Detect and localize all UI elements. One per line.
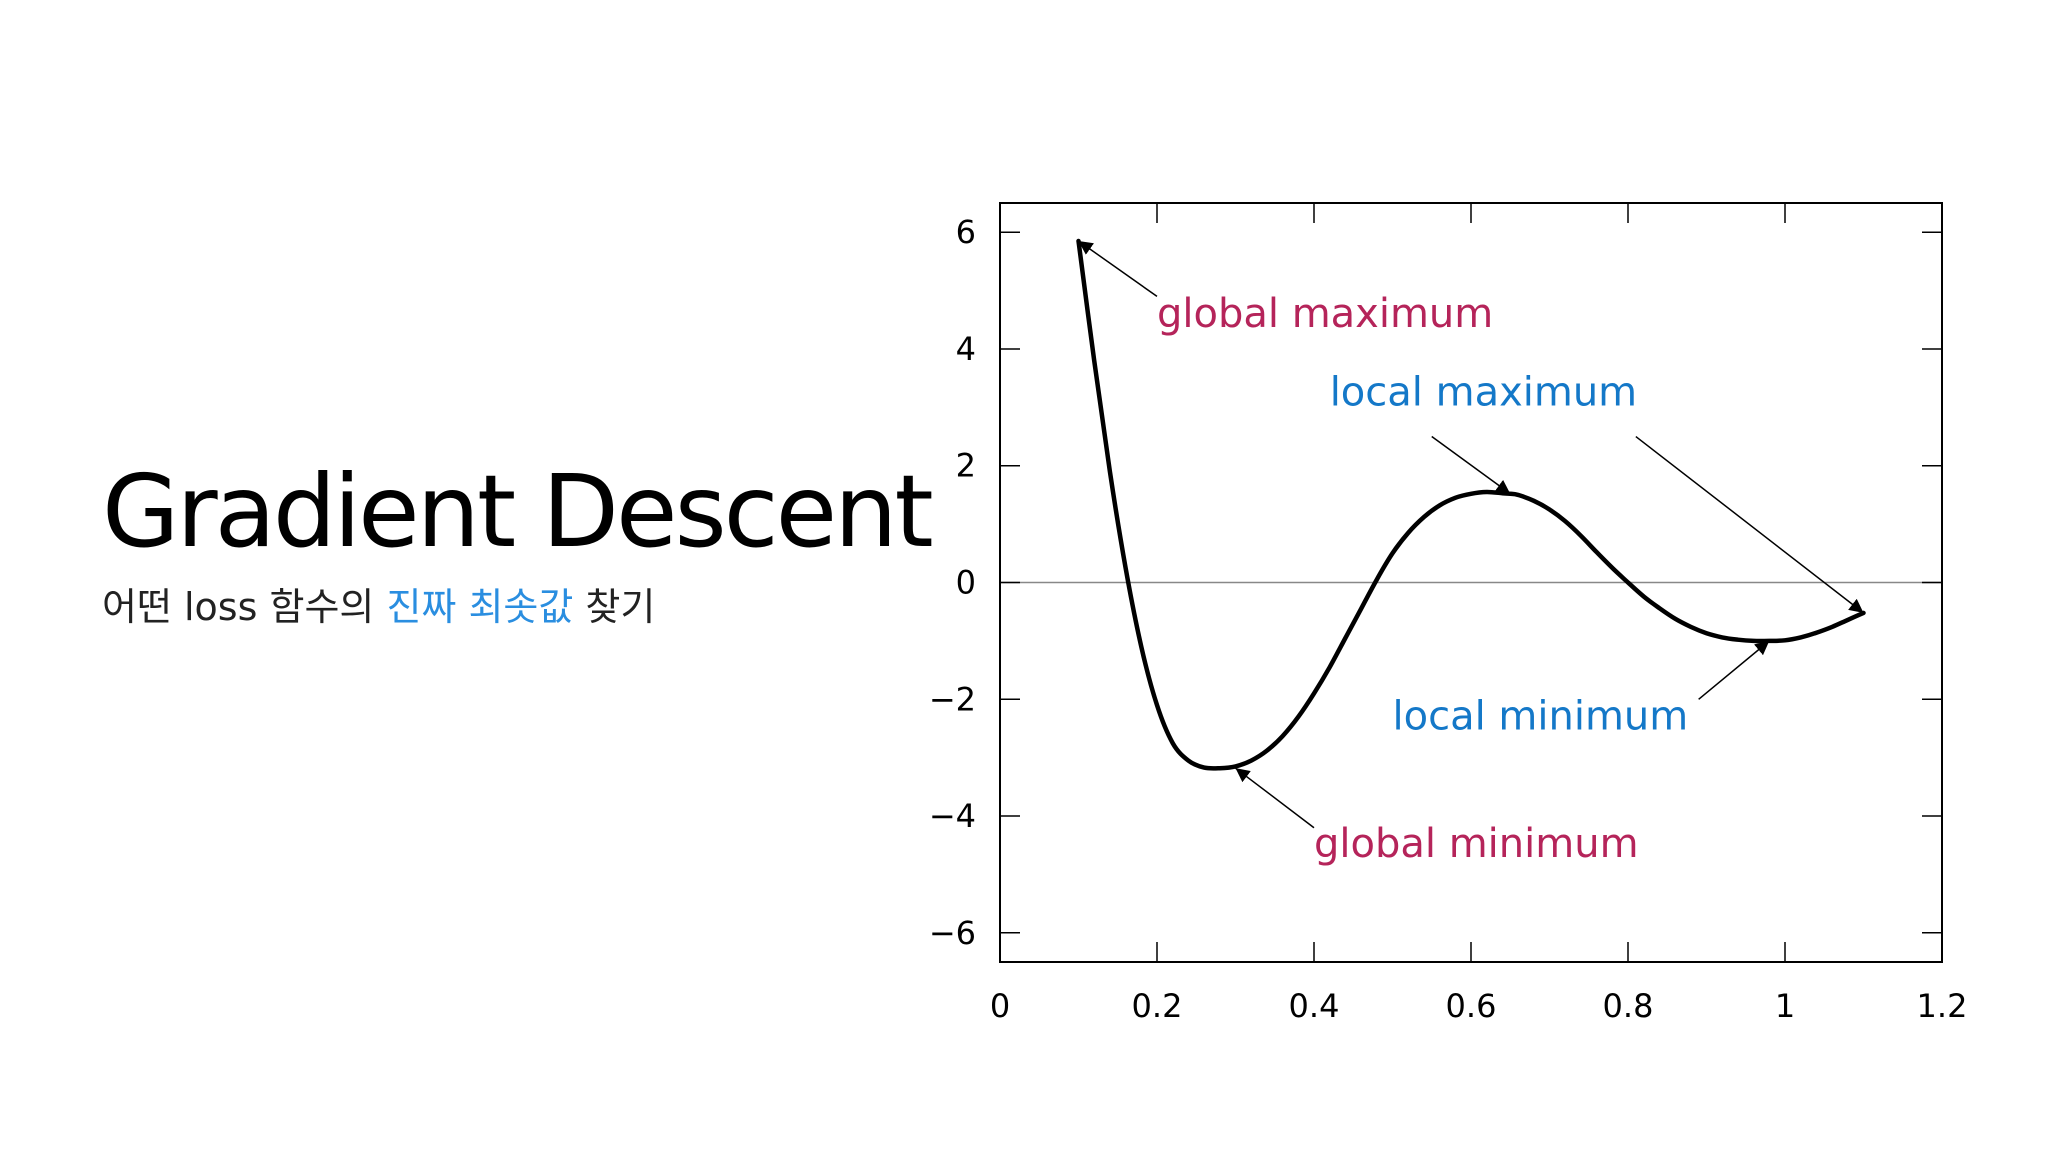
annotation-label: global minimum	[1314, 821, 1639, 867]
y-tick-label: 0	[956, 564, 976, 602]
subtitle-text-before: 어떤 loss 함수의	[102, 585, 387, 629]
plot-frame	[999, 202, 1943, 963]
slide-title: Gradient Descent	[102, 453, 934, 570]
y-tick-label: −4	[929, 797, 976, 835]
y-tick-label: −2	[929, 680, 976, 718]
y-tick-label: 6	[956, 213, 976, 251]
y-tick-label: 4	[956, 330, 976, 368]
x-tick-label: 1	[1775, 987, 1795, 1025]
annotation-arrow	[1635, 435, 1864, 614]
annotation-label: local maximum	[1330, 370, 1637, 416]
y-tick-label: 2	[956, 447, 976, 485]
annotation-label: local minimum	[1393, 694, 1689, 740]
x-tick-label: 0.4	[1289, 987, 1340, 1025]
slide-subtitle: 어떤 loss 함수의 진짜 최솟값 찾기	[102, 588, 655, 626]
loss-curve	[1076, 238, 1866, 771]
annotation-arrow	[1698, 640, 1770, 700]
subtitle-highlight: 진짜 최솟값	[386, 585, 574, 629]
x-tick-label: 0.2	[1132, 987, 1183, 1025]
x-tick-label: 1.2	[1917, 987, 1968, 1025]
subtitle-text-after: 찾기	[573, 585, 656, 629]
x-tick-label: 0	[990, 987, 1010, 1025]
annotation-arrow	[1235, 767, 1315, 829]
y-tick-label: −6	[929, 914, 976, 952]
annotation-label: global maximum	[1157, 291, 1493, 337]
x-tick-label: 0.6	[1446, 987, 1497, 1025]
annotation-arrow	[1431, 435, 1511, 495]
x-tick-label: 0.8	[1603, 987, 1654, 1025]
annotation-arrow	[1078, 240, 1158, 298]
